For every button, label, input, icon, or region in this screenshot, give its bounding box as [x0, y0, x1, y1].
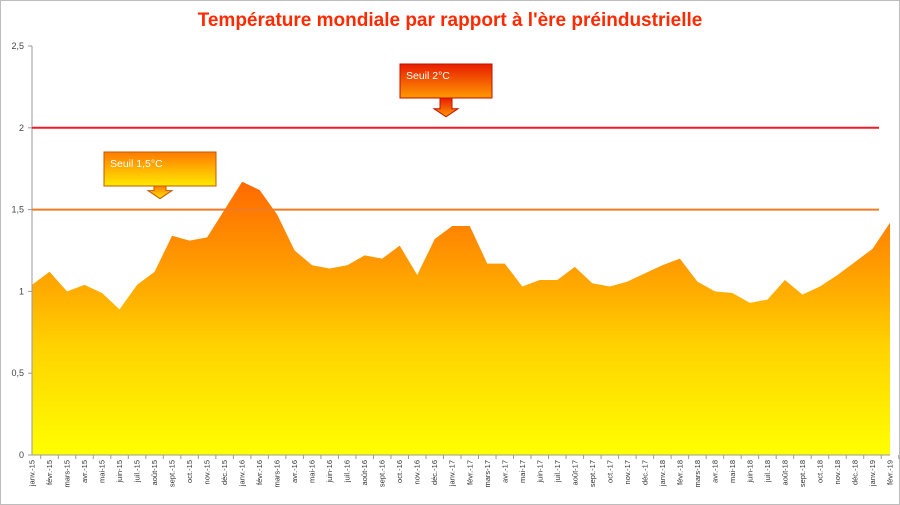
x-tick-label: oct.-16 [395, 460, 404, 483]
callout-label: Seuil 2°C [406, 70, 450, 82]
x-tick-label: oct.-17 [605, 460, 614, 483]
x-tick-label: mai-18 [728, 460, 737, 483]
y-tick-label: 1,5 [11, 205, 24, 215]
x-tick-label: juin-16 [325, 460, 334, 484]
x-tick-label: mai-17 [518, 460, 527, 483]
x-tick-label: avr.-18 [710, 460, 719, 483]
x-tick-label: juil.-16 [343, 460, 352, 483]
x-tick-label: déc.-16 [430, 460, 439, 485]
threshold-callout-1: Seuil 1,5°C [103, 151, 217, 200]
x-tick-label: janv.-16 [238, 460, 247, 487]
x-tick-label: août-18 [780, 460, 789, 485]
x-tick-label: avr.-17 [500, 460, 509, 483]
y-tick-label: 0,5 [11, 368, 24, 378]
x-tick-label: déc.-17 [640, 460, 649, 485]
x-tick-label: oct.-18 [815, 460, 824, 483]
y-tick-label: 0 [19, 450, 24, 460]
x-tick-label: oct.-15 [185, 460, 194, 483]
x-axis: janv.-15 févr.-15 mars-15 avr.-15 mai-15 juin… [28, 455, 900, 488]
threshold-callouts: Seuil 2°C Seuil 1,5°C [103, 63, 493, 200]
y-tick-label: 2 [19, 123, 24, 133]
callout-arrow-icon [146, 185, 174, 200]
y-axis: 0 0,5 1 1,5 2 2,5 [11, 41, 32, 460]
x-tick-label: nov.-18 [833, 460, 842, 484]
temperature-area [32, 181, 890, 456]
x-tick-label: août-16 [360, 460, 369, 485]
x-tick-label: avr.-15 [80, 460, 89, 483]
y-tick-label: 1 [19, 286, 24, 296]
threshold-lines [32, 126, 879, 211]
x-tick-label: août-17 [570, 460, 579, 485]
x-tick-label: nov.-16 [413, 460, 422, 484]
x-tick-label: mai-16 [308, 460, 317, 483]
x-tick-label: déc.-18 [850, 460, 859, 485]
x-tick-label: janv.-18 [658, 460, 667, 487]
x-tick-label: févr.-18 [675, 460, 684, 485]
threshold-callout-0: Seuil 2°C [399, 63, 493, 118]
callout-label: Seuil 1,5°C [110, 158, 163, 170]
y-tick-label: 2,5 [11, 41, 24, 51]
x-tick-label: nov.-17 [623, 460, 632, 484]
callout-arrow-icon [432, 97, 460, 118]
x-tick-label: janv.-15 [28, 460, 37, 487]
x-tick-label: août-15 [150, 460, 159, 485]
x-tick-label: févr.-17 [465, 460, 474, 485]
x-tick-label: mai-15 [98, 460, 107, 483]
x-tick-label: févr.-16 [255, 460, 264, 485]
x-tick-label: mars-18 [693, 460, 702, 488]
x-tick-label: mars-15 [63, 460, 72, 488]
chart-title: Température mondiale par rapport à l'ère… [197, 10, 703, 31]
x-tick-label: févr.-15 [45, 460, 54, 485]
x-tick-label: juil.-17 [553, 460, 562, 483]
x-tick-label: déc.-15 [220, 460, 229, 485]
x-tick-label: juin-15 [115, 460, 124, 484]
x-tick-label: sept.-16 [378, 460, 387, 487]
x-tick-label: janv.-19 [868, 460, 877, 487]
x-tick-label: févr.-19 [886, 460, 895, 485]
x-tick-label: sept.-18 [798, 460, 807, 487]
x-tick-label: sept.-17 [588, 460, 597, 487]
series-area [32, 181, 890, 456]
x-tick-label: juil.-18 [763, 460, 772, 483]
x-tick-label: juil.-15 [133, 460, 142, 483]
x-tick-label: mars-17 [483, 460, 492, 488]
x-tick-label: sept.-15 [168, 460, 177, 487]
x-tick-label: nov.-15 [203, 460, 212, 484]
x-tick-label: janv.-17 [448, 460, 457, 487]
x-tick-label: mars-16 [273, 460, 282, 488]
x-tick-label: juin-17 [535, 460, 544, 484]
x-tick-label: avr.-16 [290, 460, 299, 483]
x-tick-label: juin-18 [745, 460, 754, 484]
